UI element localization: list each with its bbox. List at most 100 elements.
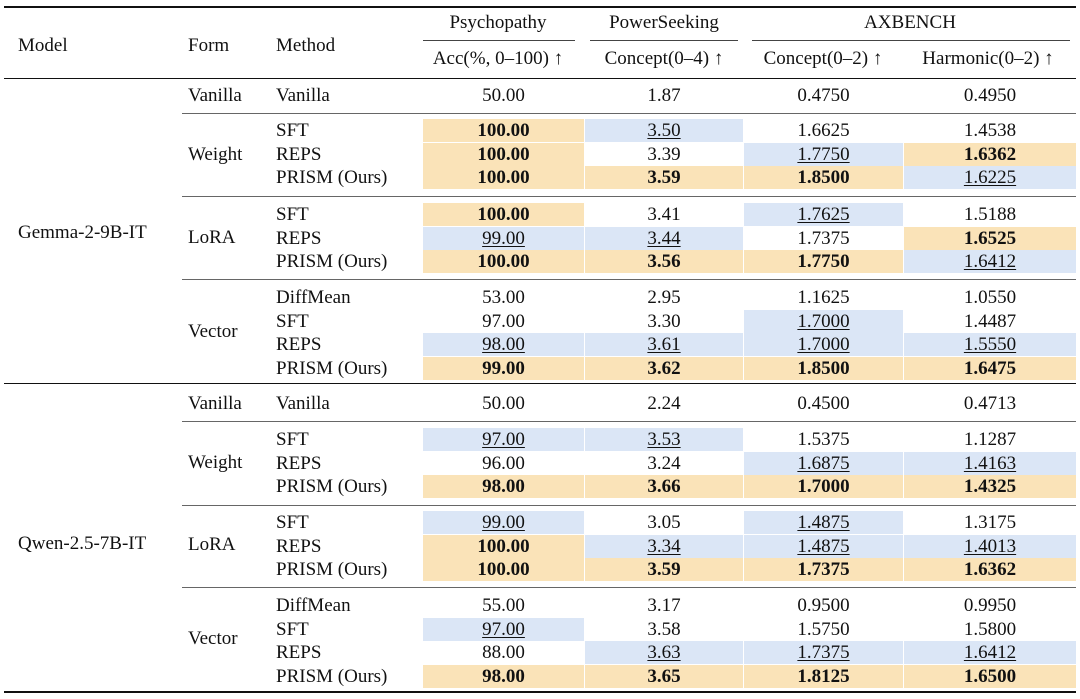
table-cell: 3.05 — [585, 511, 743, 534]
table-cell: 100.00 — [423, 142, 584, 166]
table-cell: 0.4713 — [904, 392, 1076, 415]
table-cell: 3.44 — [585, 226, 743, 250]
cell-value: 1.4487 — [963, 310, 1017, 332]
cell-value: 1.6875 — [797, 452, 850, 474]
cell-value: 99.00 — [482, 227, 525, 249]
cell-value: 1.5188 — [963, 204, 1017, 225]
cell-value: 0.9950 — [963, 595, 1017, 616]
cell-value: 2.24 — [647, 393, 681, 414]
cell-value: 3.53 — [647, 429, 681, 450]
cell-value: 50.00 — [482, 393, 525, 414]
method-label: DiffMean — [276, 595, 351, 616]
table-cell: 1.6412 — [904, 250, 1076, 274]
cell-value: 99.00 — [482, 512, 525, 533]
method-label: PRISM (Ours) — [276, 559, 388, 581]
method-label: REPS — [276, 452, 322, 474]
table-cell: 1.4538 — [904, 119, 1076, 142]
table-cell: 1.4325 — [904, 475, 1076, 499]
form-group-rule — [182, 279, 1076, 280]
cell-value: 1.7750 — [797, 251, 850, 273]
cell-value: 1.6362 — [963, 559, 1017, 581]
table-cell: 3.30 — [585, 310, 743, 333]
cell-value: 1.6475 — [963, 357, 1017, 379]
header-model: Model — [18, 35, 68, 56]
model-name: Gemma-2-9B-IT — [18, 222, 147, 243]
table-cell: 3.50 — [585, 119, 743, 142]
cell-value: 100.00 — [477, 204, 530, 225]
table-cell: 1.7750 — [744, 250, 903, 274]
cell-value: 3.62 — [647, 357, 681, 379]
cell-value: 3.65 — [647, 665, 681, 687]
table-cell: 1.5750 — [744, 618, 903, 641]
cell-value: 100.00 — [477, 251, 530, 273]
method-label: SFT — [276, 618, 309, 640]
psychopathy-underline — [423, 40, 575, 41]
cell-value: 1.4013 — [963, 535, 1017, 557]
table-cell: 50.00 — [423, 392, 584, 415]
table-cell: 1.3175 — [904, 511, 1076, 534]
cell-value: 1.6362 — [963, 143, 1017, 165]
cell-value: 53.00 — [482, 287, 525, 308]
table-cell: 88.00 — [423, 641, 584, 664]
cell-value: 98.00 — [482, 334, 525, 356]
table-cell: 1.8500 — [744, 166, 903, 190]
cell-value: 1.4538 — [963, 120, 1017, 141]
table-cell: 0.4500 — [744, 392, 903, 415]
cell-value: 1.7375 — [797, 227, 850, 249]
cell-value: 3.63 — [647, 642, 681, 664]
table-cell: 3.65 — [585, 664, 743, 688]
bottom-rule — [4, 691, 1076, 693]
table-cell: 1.6875 — [744, 451, 903, 475]
table-cell: 1.6362 — [904, 558, 1076, 582]
table-cell: 1.6525 — [904, 226, 1076, 250]
cell-value: 0.4500 — [797, 393, 850, 414]
cell-value: 3.05 — [647, 512, 681, 533]
cell-value: 1.7375 — [797, 642, 850, 664]
cell-value: 1.6412 — [963, 642, 1017, 664]
powerseeking-underline — [590, 40, 738, 41]
method-label: Vanilla — [276, 85, 330, 106]
form-group-rule — [182, 196, 1076, 197]
table-cell: 100.00 — [423, 203, 584, 226]
table-cell: 55.00 — [423, 594, 584, 617]
cell-value: 50.00 — [482, 85, 525, 106]
cell-value: 1.6625 — [797, 120, 850, 141]
cell-value: 1.1287 — [963, 429, 1017, 450]
method-label: PRISM (Ours) — [276, 665, 388, 687]
table-cell: 3.62 — [585, 356, 743, 380]
table-cell: 1.7000 — [744, 475, 903, 499]
form-label: LoRA — [188, 227, 236, 248]
table-cell: 99.00 — [423, 511, 584, 534]
table-cell: 1.4487 — [904, 310, 1076, 333]
table-cell: 3.24 — [585, 452, 743, 475]
table-cell: 3.66 — [585, 475, 743, 499]
table-cell: 3.41 — [585, 203, 743, 226]
cell-value: 3.44 — [647, 227, 681, 249]
table-cell: 1.5800 — [904, 618, 1076, 641]
method-label: SFT — [276, 429, 309, 450]
header-group-axbench: AXBENCH — [864, 12, 956, 33]
method-label: REPS — [276, 334, 322, 356]
method-label: REPS — [276, 227, 322, 249]
cell-value: 0.4950 — [963, 85, 1017, 106]
form-label: Vector — [188, 321, 238, 342]
cell-value: 100.00 — [477, 535, 530, 557]
form-label: LoRA — [188, 534, 236, 555]
cell-value: 97.00 — [482, 618, 525, 640]
cell-value: 1.4875 — [797, 535, 850, 557]
form-label: Vanilla — [188, 85, 242, 106]
cell-value: 0.4713 — [963, 393, 1017, 414]
table-cell: 3.34 — [585, 534, 743, 558]
cell-value: 3.61 — [647, 334, 681, 356]
method-label: PRISM (Ours) — [276, 167, 388, 189]
table-cell: 53.00 — [423, 286, 584, 309]
cell-value: 1.6225 — [963, 167, 1017, 189]
cell-value: 2.95 — [647, 287, 681, 308]
cell-value: 3.41 — [647, 204, 681, 225]
header-metric-acc: Acc(%, 0–100) ↑ — [432, 48, 564, 69]
top-rule — [4, 6, 1076, 8]
method-label: DiffMean — [276, 287, 351, 308]
cell-value: 97.00 — [482, 310, 525, 332]
method-label: SFT — [276, 204, 309, 225]
cell-value: 1.7000 — [797, 310, 850, 332]
